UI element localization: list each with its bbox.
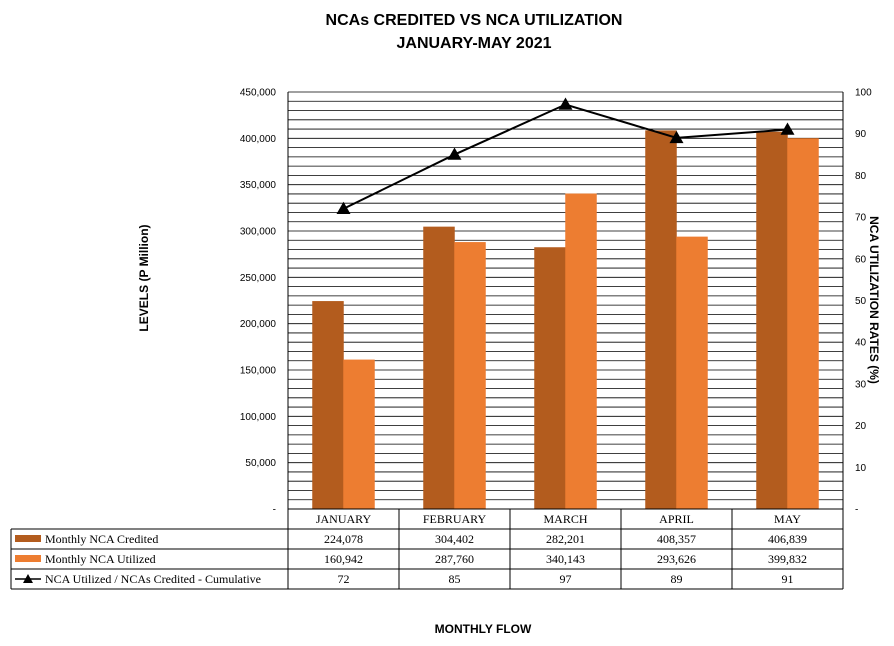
y-tick-label: 50,000: [245, 458, 276, 469]
bar-credited: [534, 247, 566, 510]
bar-utilized: [343, 359, 375, 510]
table-cell: 282,201: [546, 532, 585, 546]
utilization-point: [780, 122, 795, 135]
y2-tick-label: 30: [855, 379, 867, 390]
legend-swatch: [15, 535, 41, 542]
table-cell: 89: [671, 572, 683, 586]
bar-credited: [645, 130, 677, 510]
category-label: APRIL: [659, 512, 694, 526]
table-cell: 293,626: [657, 552, 696, 566]
bar-credited: [312, 301, 344, 510]
y-tick-label: 150,000: [240, 366, 277, 377]
y-axis-right-ticks: - 10 20 30 40 50 60 70 80 90 100: [855, 88, 872, 516]
legend-marker: [23, 574, 33, 583]
utilization-point: [669, 130, 684, 144]
utilization-point: [336, 201, 351, 215]
table-cell: 408,357: [657, 532, 696, 546]
y-axis-left-ticks: - 50,000 100,000 150,000 200,000 250,000 300,0…: [240, 88, 277, 516]
table-cell: 224,078: [324, 532, 363, 546]
table-cell: 85: [449, 572, 461, 586]
chart-subtitle: JANUARY-MAY 2021: [396, 35, 551, 52]
y2-tick-label: 60: [855, 254, 867, 265]
y-tick-label: -: [273, 505, 276, 516]
category-label: MAY: [774, 512, 801, 526]
y-axis-right-title: NCA UTILIZATION RATES (%): [867, 216, 881, 384]
y-tick-label: 250,000: [240, 273, 277, 284]
legend-label: Monthly NCA Credited: [45, 532, 158, 546]
y-tick-label: 100,000: [240, 412, 277, 423]
table-cell: 304,402: [435, 532, 474, 546]
legend-label: Monthly NCA Utilized: [45, 552, 156, 566]
y-tick-label: 450,000: [240, 88, 277, 99]
y2-tick-label: -: [855, 505, 858, 516]
category-label: FEBRUARY: [423, 512, 487, 526]
table-cell: 406,839: [768, 532, 807, 546]
legend-swatch: [15, 555, 41, 562]
table-cell: 399,832: [768, 552, 807, 566]
y-tick-label: 300,000: [240, 227, 277, 238]
y2-tick-label: 50: [855, 296, 867, 307]
bars: [312, 130, 819, 510]
y2-tick-label: 70: [855, 213, 867, 224]
y2-tick-label: 80: [855, 171, 867, 182]
bar-utilized: [787, 138, 819, 510]
table-cell: 97: [560, 572, 572, 586]
y-tick-label: 350,000: [240, 180, 277, 191]
y2-tick-label: 40: [855, 338, 867, 349]
bar-credited: [423, 226, 455, 510]
y2-tick-label: 100: [855, 88, 872, 99]
category-label: JANUARY: [316, 512, 372, 526]
y-axis-left-title: LEVELS (P Million): [137, 224, 151, 331]
bar-credited: [756, 131, 788, 510]
table-cell: 160,942: [324, 552, 363, 566]
y2-tick-label: 90: [855, 129, 867, 140]
legend-label: NCA Utilized / NCAs Credited - Cumulativ…: [45, 572, 261, 586]
table-cell: 340,143: [546, 552, 585, 566]
utilization-point: [447, 147, 462, 160]
chart-title: NCAs CREDITED VS NCA UTILIZATION: [326, 12, 623, 29]
utilization-line: [336, 97, 795, 215]
utilization-point: [558, 97, 573, 110]
category-label: MARCH: [543, 512, 587, 526]
table-cell: 287,760: [435, 552, 474, 566]
y-tick-label: 400,000: [240, 134, 277, 145]
bar-utilized: [676, 236, 708, 510]
bar-utilized: [565, 193, 597, 510]
data-table: JANUARY FEBRUARY MARCH APRIL MAY Monthly NCA …: [10, 508, 844, 590]
table-cell: 91: [782, 572, 794, 586]
y-tick-label: 200,000: [240, 319, 277, 330]
y2-tick-label: 20: [855, 421, 867, 432]
y2-tick-label: 10: [855, 463, 867, 474]
bar-utilized: [454, 242, 486, 510]
x-axis-title: MONTHLY FLOW: [435, 622, 532, 636]
table-cell: 72: [338, 572, 350, 586]
